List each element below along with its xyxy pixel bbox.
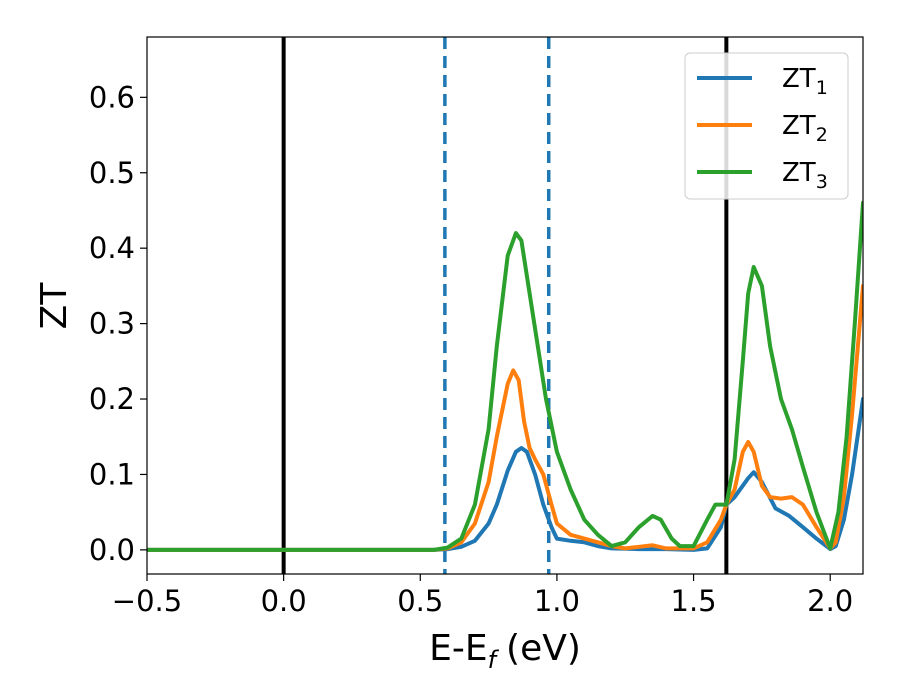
y-tick-label: 0.5 [89, 156, 135, 190]
series-line-1 [147, 397, 863, 552]
y-tick-label: 0.1 [89, 457, 135, 491]
vertical-reference-lines [281, 37, 729, 574]
y-axis-ticks: 0.0 0.1 0.2 0.3 0.4 0.5 0.6 [89, 80, 147, 567]
y-tick-label: 0.3 [89, 307, 135, 341]
legend-label-3: ZT3 [782, 158, 828, 193]
y-tick-label: 0.4 [89, 231, 135, 265]
x-tick-label: 1.5 [671, 584, 717, 618]
x-axis-label-subscript: f [488, 646, 500, 674]
x-axis-ticks: −0.5 0.0 0.5 1.0 1.5 2.0 [112, 574, 853, 618]
y-axis-label: ZT [34, 282, 75, 330]
legend-label-2: ZT2 [782, 111, 828, 146]
series-lines [147, 200, 863, 552]
legend-box [684, 52, 849, 200]
x-axis-label-unit: (eV) [506, 628, 581, 669]
x-axis-label-main: E-E [429, 628, 487, 669]
x-tick-label: 1.0 [534, 584, 580, 618]
x-tick-label: −0.5 [112, 584, 182, 618]
y-tick-label: 0.6 [89, 80, 135, 114]
legend-label-1: ZT1 [782, 64, 828, 99]
y-tick-label: 0.2 [89, 382, 135, 416]
x-tick-label: 2.0 [807, 584, 853, 618]
series-line-3 [147, 200, 863, 552]
x-tick-label: 0.5 [397, 584, 443, 618]
plot-frame [146, 36, 864, 575]
y-tick-label: 0.0 [89, 533, 135, 567]
legend: ZT1 ZT2 ZT3 [684, 52, 849, 200]
series-line-2 [147, 283, 863, 552]
x-axis-label: E-Ef (eV) [429, 628, 581, 674]
x-tick-label: 0.0 [261, 584, 307, 618]
